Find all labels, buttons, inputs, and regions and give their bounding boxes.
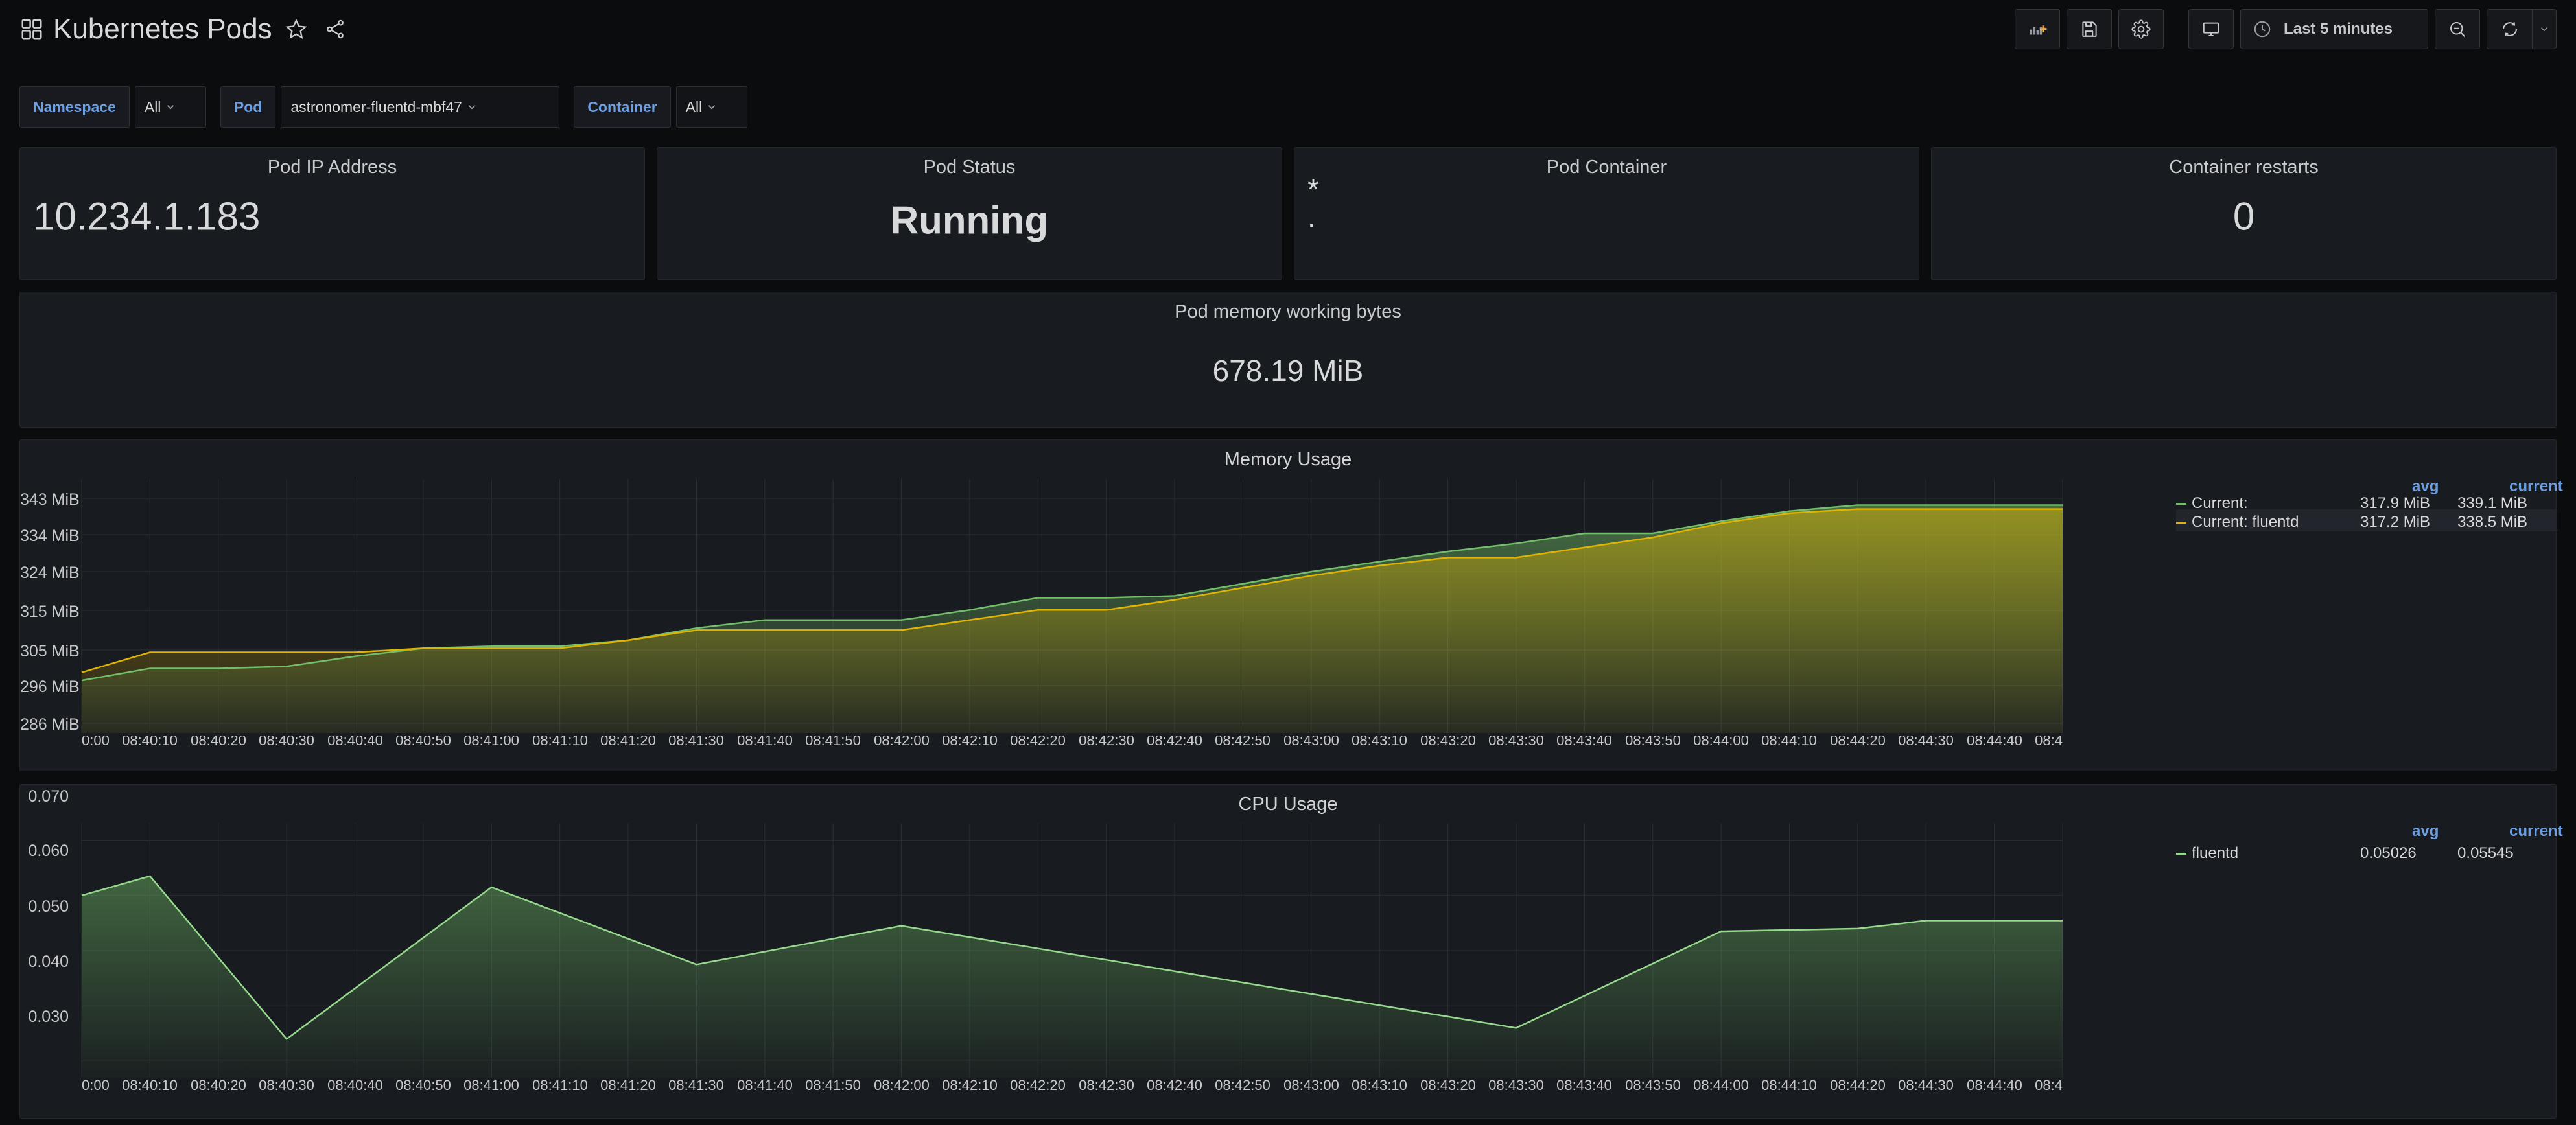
svg-text:08:42:30: 08:42:30 [1079,1080,1134,1093]
svg-text:08:42:40: 08:42:40 [1147,736,1202,748]
svg-text:08:43:10: 08:43:10 [1352,736,1407,748]
svg-text:08:40:40: 08:40:40 [327,1080,383,1093]
svg-text:08:43:30: 08:43:30 [1488,1080,1544,1093]
svg-text:08:43:00: 08:43:00 [1283,736,1339,748]
svg-text:08:40:10: 08:40:10 [122,1080,178,1093]
svg-text:08:44:10: 08:44:10 [1761,736,1817,748]
svg-text:08:40:30: 08:40:30 [259,736,314,748]
svg-text:08:40:50: 08:40:50 [395,736,451,748]
svg-text:08:43:20: 08:43:20 [1420,1080,1476,1093]
svg-text:08:41:50: 08:41:50 [805,736,861,748]
svg-text:08:40:10: 08:40:10 [122,736,178,748]
svg-text:08:40:20: 08:40:20 [191,736,246,748]
svg-text:08:42:10: 08:42:10 [942,736,998,748]
svg-text:08:42:10: 08:42:10 [942,1080,998,1093]
svg-text:08:41:40: 08:41:40 [737,1080,793,1093]
svg-text:08:42:20: 08:42:20 [1010,736,1066,748]
svg-text:08:41:30: 08:41:30 [668,736,724,748]
svg-text:08:44:20: 08:44:20 [1830,1080,1886,1093]
svg-text:08:41:40: 08:41:40 [737,736,793,748]
svg-text:08:44:40: 08:44:40 [1967,736,2022,748]
svg-text:08:42:40: 08:42:40 [1147,1080,1202,1093]
svg-text:08:41:10: 08:41:10 [532,1080,588,1093]
svg-text:08:44:00: 08:44:00 [1693,1080,1749,1093]
svg-text:08:40:00: 08:40:00 [82,1080,110,1093]
svg-text:08:40:30: 08:40:30 [259,1080,314,1093]
svg-text:08:43:50: 08:43:50 [1625,1080,1681,1093]
svg-text:08:41:20: 08:41:20 [600,1080,656,1093]
svg-text:08:41:30: 08:41:30 [668,1080,724,1093]
svg-text:08:44:40: 08:44:40 [1967,1080,2022,1093]
svg-text:08:41:10: 08:41:10 [532,736,588,748]
svg-text:08:41:00: 08:41:00 [463,1080,519,1093]
svg-text:08:42:00: 08:42:00 [874,736,930,748]
svg-text:08:40:40: 08:40:40 [327,736,383,748]
svg-text:08:44:50: 08:44:50 [2035,1080,2063,1093]
svg-text:08:44:10: 08:44:10 [1761,1080,1817,1093]
svg-text:08:43:50: 08:43:50 [1625,736,1681,748]
svg-text:08:42:50: 08:42:50 [1215,1080,1270,1093]
svg-text:08:41:20: 08:41:20 [600,736,656,748]
svg-text:08:44:00: 08:44:00 [1693,736,1749,748]
svg-text:08:44:20: 08:44:20 [1830,736,1886,748]
svg-text:08:40:20: 08:40:20 [191,1080,246,1093]
svg-text:08:44:30: 08:44:30 [1898,736,1954,748]
svg-text:08:43:20: 08:43:20 [1420,736,1476,748]
svg-text:08:43:30: 08:43:30 [1488,736,1544,748]
svg-text:08:42:00: 08:42:00 [874,1080,930,1093]
svg-text:08:42:20: 08:42:20 [1010,1080,1066,1093]
svg-text:08:40:50: 08:40:50 [395,1080,451,1093]
svg-text:08:41:50: 08:41:50 [805,1080,861,1093]
svg-text:08:44:30: 08:44:30 [1898,1080,1954,1093]
svg-text:08:44:50: 08:44:50 [2035,736,2063,748]
svg-text:08:41:00: 08:41:00 [463,736,519,748]
svg-text:08:43:00: 08:43:00 [1283,1080,1339,1093]
svg-text:08:42:30: 08:42:30 [1079,736,1134,748]
svg-text:08:43:10: 08:43:10 [1352,1080,1407,1093]
svg-text:08:42:50: 08:42:50 [1215,736,1270,748]
svg-text:08:40:00: 08:40:00 [82,736,110,748]
svg-text:08:43:40: 08:43:40 [1556,1080,1612,1093]
svg-text:08:43:40: 08:43:40 [1556,736,1612,748]
